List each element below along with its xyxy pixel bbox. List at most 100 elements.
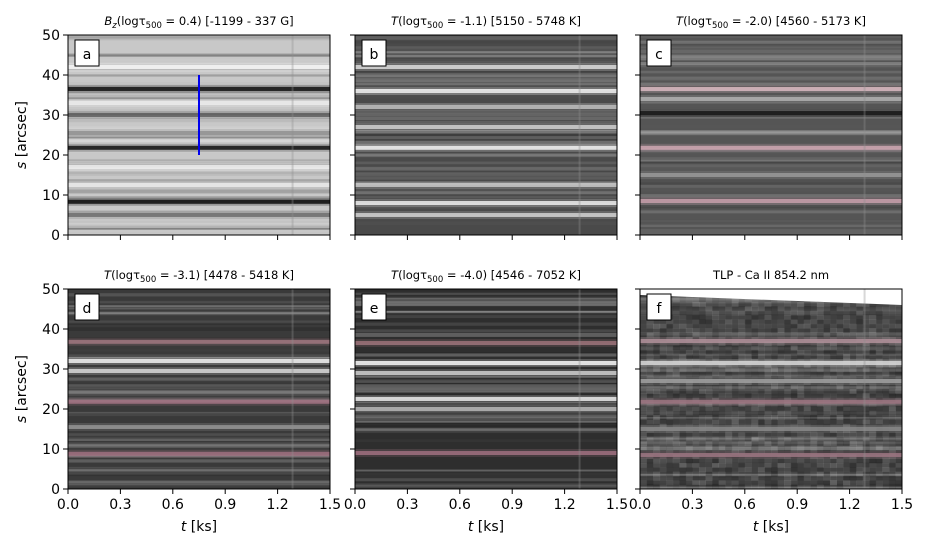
- texture-block: [672, 319, 680, 325]
- texture-block: [718, 402, 726, 407]
- texture-block: [640, 358, 648, 364]
- texture-block: [712, 402, 720, 407]
- texture-block: [731, 410, 739, 416]
- texture-block: [771, 375, 779, 381]
- texture-block: [790, 471, 798, 477]
- texture-block: [843, 406, 851, 412]
- texture-block: [882, 306, 890, 312]
- texture-block: [685, 341, 693, 347]
- texture-streak: [640, 438, 902, 441]
- texture-block: [751, 349, 759, 355]
- texture-block: [653, 341, 661, 347]
- texture-streak: [68, 444, 330, 448]
- texture-block: [869, 393, 877, 399]
- texture-block: [856, 302, 864, 307]
- texture-block: [875, 384, 883, 390]
- feature-stripe-halo: [355, 395, 617, 403]
- texture-block: [757, 406, 765, 412]
- texture-block: [895, 358, 902, 364]
- texture-block: [823, 467, 831, 473]
- texture-block: [869, 410, 877, 416]
- feature-stripe: [355, 201, 617, 205]
- texture-block: [836, 349, 844, 355]
- texture-block: [672, 415, 680, 420]
- texture-block: [692, 354, 700, 360]
- texture-streak: [68, 196, 330, 200]
- texture-streak: [355, 56, 617, 60]
- texture-block: [869, 467, 877, 473]
- texture-streak: [640, 76, 902, 80]
- texture-block: [875, 436, 883, 442]
- texture-streak: [640, 473, 902, 477]
- texture-block: [705, 458, 713, 464]
- texture-block: [744, 402, 752, 407]
- texture-block: [692, 362, 700, 368]
- texture-streak: [355, 469, 617, 472]
- texture-streak: [355, 153, 617, 157]
- x-tick-label: 0.0: [344, 497, 366, 513]
- texture-block: [862, 332, 870, 338]
- texture-block: [777, 458, 785, 464]
- texture-streak: [68, 396, 330, 400]
- texture-streak: [640, 365, 902, 370]
- texture-block: [790, 406, 798, 412]
- texture-streak: [640, 461, 902, 464]
- feature-stripe-halo: [640, 337, 902, 345]
- texture-block: [875, 410, 883, 416]
- texture-block: [640, 449, 648, 455]
- texture-streak: [68, 171, 330, 176]
- texture-block: [816, 419, 824, 425]
- texture-block: [895, 471, 902, 477]
- texture-streak: [640, 35, 902, 39]
- texture-streak: [68, 446, 330, 451]
- texture-block: [869, 415, 877, 420]
- texture-block: [882, 415, 890, 420]
- texture-streak: [355, 478, 617, 482]
- texture-block: [666, 445, 674, 451]
- texture-block: [646, 419, 654, 425]
- texture-block: [856, 449, 864, 455]
- texture-block: [843, 389, 851, 394]
- texture-block: [672, 410, 680, 416]
- texture-block: [836, 341, 844, 347]
- texture-block: [823, 341, 831, 347]
- texture-block: [803, 328, 811, 333]
- texture-block: [698, 332, 706, 338]
- texture-block: [705, 410, 713, 416]
- texture-block: [869, 332, 877, 338]
- texture-streak: [355, 92, 617, 96]
- texture-block: [856, 345, 864, 351]
- texture-block: [829, 415, 837, 420]
- texture-streak: [355, 108, 617, 111]
- texture-block: [862, 432, 870, 438]
- texture-block: [829, 402, 837, 407]
- texture-block: [757, 419, 765, 425]
- texture-block: [685, 302, 693, 307]
- texture-block: [692, 323, 700, 329]
- texture-block: [718, 419, 726, 425]
- feature-stripe-halo: [68, 367, 330, 375]
- texture-block: [862, 419, 870, 425]
- texture-block: [771, 367, 779, 373]
- texture-block: [640, 393, 648, 399]
- texture-block: [843, 306, 851, 312]
- texture-block: [849, 319, 857, 325]
- texture-block: [712, 480, 720, 486]
- texture-block: [777, 432, 785, 438]
- texture-streak: [355, 375, 617, 379]
- texture-block: [698, 419, 706, 425]
- texture-streak: [355, 427, 617, 432]
- texture-block: [790, 480, 798, 486]
- texture-block: [862, 406, 870, 412]
- texture-block: [685, 462, 693, 468]
- texture-streak: [355, 167, 617, 169]
- texture-block: [803, 467, 811, 473]
- texture-block: [856, 484, 864, 489]
- texture-block: [731, 358, 739, 364]
- texture-block: [672, 484, 680, 489]
- texture-block: [843, 458, 851, 464]
- texture-block: [659, 362, 667, 368]
- texture-block: [751, 315, 759, 320]
- image-background: [355, 289, 617, 489]
- texture-streak: [355, 77, 617, 82]
